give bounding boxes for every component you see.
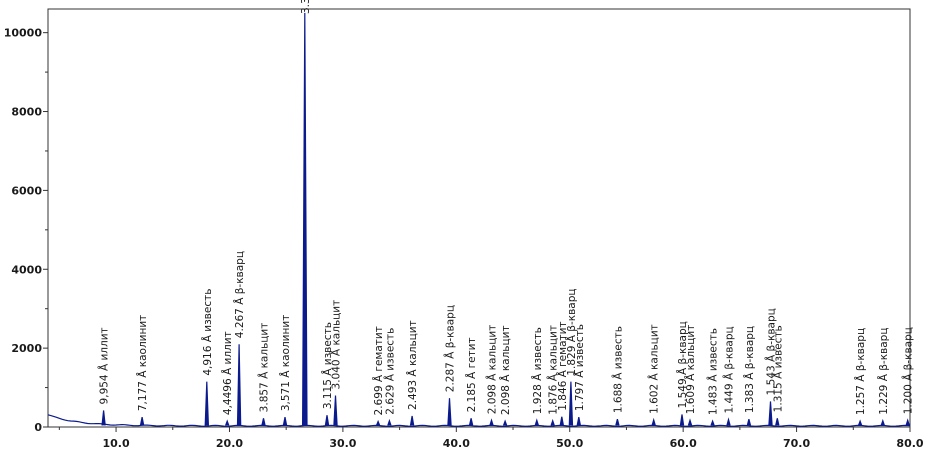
peak-mark bbox=[710, 419, 715, 426]
peak-label: 1.257 Å β-кварц bbox=[854, 328, 867, 415]
x-tick-label: 50.0 bbox=[556, 437, 583, 450]
peaks-layer bbox=[101, 12, 910, 426]
peak-mark bbox=[550, 418, 555, 426]
peak-mark bbox=[324, 415, 330, 426]
peak-label: 1.449 Å β-кварц bbox=[723, 326, 736, 413]
peak-mark bbox=[568, 381, 574, 426]
x-tick-label: 30.0 bbox=[329, 437, 356, 450]
peak-mark bbox=[101, 410, 106, 426]
y-axis: 0 2000 4000 6000 8000 10000 bbox=[4, 27, 48, 434]
peak-mark bbox=[857, 419, 863, 426]
peak-mark bbox=[615, 418, 620, 426]
peak-mark bbox=[489, 418, 494, 426]
x-tick-label: 10.0 bbox=[102, 437, 129, 450]
peak-mark bbox=[261, 418, 266, 426]
peak-label: 1.229 Å β-кварц bbox=[877, 328, 890, 415]
peak-mark bbox=[502, 419, 508, 426]
peak-label: 1.549 Å β-кварц bbox=[676, 321, 689, 408]
peak-mark bbox=[447, 398, 452, 426]
y-tick-label: 4000 bbox=[11, 263, 42, 276]
peak-mark bbox=[746, 418, 752, 426]
y-tick-label: 8000 bbox=[11, 106, 42, 119]
peak-mark bbox=[139, 416, 145, 426]
y-tick-label: 6000 bbox=[11, 184, 42, 197]
peak-mark bbox=[651, 417, 656, 426]
x-tick-label: 70.0 bbox=[783, 437, 810, 450]
peak-label: 3,571 Å каолинит bbox=[279, 315, 292, 411]
peak-mark bbox=[387, 418, 392, 426]
baseline-trace bbox=[47, 414, 911, 427]
peak-mark bbox=[236, 344, 242, 426]
peak-label: 3.857 Å кальцит bbox=[258, 323, 271, 413]
peak-mark bbox=[468, 418, 474, 426]
peak-label: 1.846 Å гематит bbox=[556, 321, 569, 410]
peak-label: 1.200 Å β-кварц bbox=[902, 327, 915, 414]
peak-mark bbox=[333, 395, 338, 426]
peak-label: 4.267 Å β-кварц bbox=[233, 251, 246, 338]
baseline-layer bbox=[47, 414, 911, 427]
peak-label: 1.609 Å кальцит bbox=[684, 325, 697, 415]
peak-mark bbox=[204, 381, 209, 426]
x-tick-label: 60.0 bbox=[670, 437, 697, 450]
peak-label: 1.797 Å известь bbox=[573, 324, 586, 411]
peak-label: 4,4496 Å иллит bbox=[221, 331, 234, 415]
x-tick-label: 40.0 bbox=[443, 437, 470, 450]
peak-label: 2.493 Å кальцит bbox=[406, 320, 419, 410]
peak-label: 3.115 Å известь bbox=[321, 322, 334, 409]
peak-label: 1.315 Å известь bbox=[771, 325, 784, 412]
x-tick-label: 80.0 bbox=[896, 437, 923, 450]
peak-label: 1.876 Å кальцит bbox=[547, 325, 560, 415]
x-axis: 10.0 20.0 30.0 40.0 50.0 60.0 70.0 80.0 bbox=[58, 427, 924, 450]
peak-label: 9,954 Å иллит bbox=[98, 327, 111, 404]
peak-mark bbox=[687, 418, 693, 426]
peak-label: 2.629 Å известь bbox=[383, 328, 396, 415]
x-tick-label: 20.0 bbox=[216, 437, 243, 450]
peak-label: 2.098 Å кальцит bbox=[499, 325, 512, 415]
peak-mark bbox=[880, 418, 885, 426]
peak-label: 2.287 Å β-кварц bbox=[444, 305, 457, 392]
peak-mark bbox=[225, 419, 230, 426]
peak-label: 3.349 Å β-кварц bbox=[299, 0, 312, 14]
peak-mark bbox=[726, 417, 731, 426]
peak-label: 1.483 Å известь bbox=[707, 328, 720, 415]
peak-label: 2.699 Å гематит bbox=[372, 326, 385, 415]
peak-label: 1.602 Å кальцит bbox=[648, 324, 661, 414]
y-tick-label: 2000 bbox=[11, 342, 42, 355]
peak-mark bbox=[576, 416, 581, 426]
peak-mark bbox=[905, 418, 910, 426]
peak-mark bbox=[534, 418, 539, 426]
peak-mark bbox=[302, 12, 308, 426]
peak-label: 1.928 Å известь bbox=[531, 327, 544, 414]
plot-frame bbox=[47, 8, 911, 428]
peak-label: 1.543 Å β-кварц bbox=[764, 308, 777, 395]
peak-label: 4,916 Å известь bbox=[201, 289, 214, 376]
peak-mark bbox=[679, 414, 685, 426]
y-tick-label: 10000 bbox=[4, 27, 43, 40]
peak-label: 2.185 Å гетит bbox=[465, 337, 478, 412]
peak-label: 1.688 Å известь bbox=[611, 326, 624, 413]
peak-mark bbox=[282, 416, 288, 426]
peak-mark bbox=[775, 418, 780, 426]
peak-mark bbox=[409, 415, 415, 426]
peak-label: 2.098 Å кальцит bbox=[485, 325, 498, 415]
peak-mark bbox=[768, 401, 773, 426]
peak-mark bbox=[559, 416, 564, 426]
y-tick-label: 0 bbox=[34, 421, 42, 434]
peak-mark bbox=[375, 419, 381, 426]
peak-label: 7,177 Å каолинит bbox=[136, 315, 149, 411]
peak-label: 1.383 Å β-кварц bbox=[743, 326, 756, 413]
peak-label: 3.040 Å кальцит bbox=[330, 300, 343, 390]
peak-label: 1.829 Å β-кварц bbox=[565, 288, 578, 375]
peak-labels-layer: 9,954 Å иллит 7,177 Å каолинит 4,916 Å изв… bbox=[98, 0, 915, 415]
